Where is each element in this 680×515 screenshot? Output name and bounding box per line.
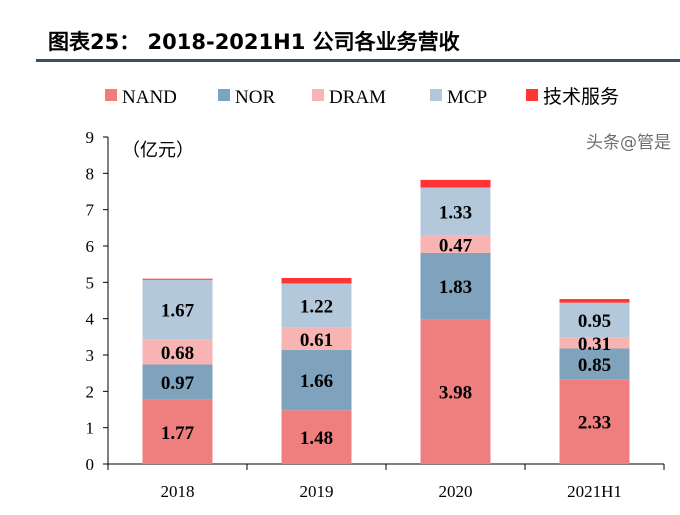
watermark: 头条@管是 (586, 133, 671, 153)
legend-swatch-0 (105, 89, 117, 101)
bar-技术服务-2021H1 (559, 299, 630, 303)
legend-label-2: DRAM (329, 87, 386, 108)
data-label: 0.31 (578, 334, 611, 355)
data-label: 0.47 (439, 235, 473, 256)
legend-label-1: NOR (235, 87, 275, 108)
data-label: 1.67 (161, 300, 195, 321)
bar-MCP-2020 (420, 187, 491, 236)
y-tick-label: 9 (86, 128, 95, 147)
bar-NOR-2018 (142, 364, 213, 400)
legend-swatch-4 (526, 89, 538, 101)
x-tick-label: 2020 (439, 482, 473, 501)
y-tick-label: 5 (86, 273, 95, 292)
bar-DRAM-2020 (420, 235, 491, 253)
unit-label: （亿元） (122, 140, 194, 161)
legend-swatch-2 (312, 89, 324, 101)
bar-MCP-2019 (281, 283, 352, 328)
legend-swatch-3 (430, 89, 442, 101)
bar-DRAM-2021H1 (559, 337, 630, 349)
bar-技术服务-2018 (142, 278, 213, 280)
data-label: 0.95 (578, 311, 611, 332)
y-tick-label: 3 (86, 346, 95, 365)
y-tick-label: 8 (86, 164, 95, 183)
data-label: 1.83 (439, 277, 472, 298)
bar-NOR-2020 (420, 252, 491, 320)
x-tick-label: 2019 (300, 482, 334, 501)
bar-NAND-2019 (281, 410, 352, 464)
bar-NOR-2021H1 (559, 348, 630, 380)
bar-技术服务-2020 (420, 179, 491, 188)
y-tick-label: 6 (86, 237, 95, 256)
x-tick-label: 2021H1 (567, 482, 622, 501)
bar-DRAM-2019 (281, 327, 352, 350)
y-tick-label: 1 (86, 419, 95, 438)
x-tick-label: 2018 (161, 482, 195, 501)
data-label: 1.66 (300, 371, 333, 392)
bar-NOR-2019 (281, 349, 352, 411)
data-label: 1.77 (161, 423, 195, 444)
bar-NAND-2020 (420, 319, 491, 464)
data-label: 3.98 (439, 383, 472, 404)
y-tick-label: 7 (86, 201, 95, 220)
legend-label-4: 技术服务 (543, 86, 619, 108)
legend-label-3: MCP (447, 87, 487, 108)
bar-NAND-2021H1 (559, 379, 630, 464)
legend-swatch-1 (218, 89, 230, 101)
data-label: 1.48 (300, 428, 333, 449)
data-label: 1.33 (439, 203, 472, 224)
bar-技术服务-2019 (281, 277, 352, 284)
data-label: 1.22 (300, 297, 333, 318)
data-label: 0.85 (578, 355, 611, 376)
title-divider (36, 59, 680, 62)
data-label: 0.68 (161, 343, 194, 364)
y-tick-label: 4 (86, 310, 95, 329)
bar-DRAM-2018 (142, 339, 213, 365)
bar-MCP-2021H1 (559, 302, 630, 338)
chart-title: 图表25： 2018-2021H1 公司各业务营收 (48, 30, 460, 54)
bar-MCP-2018 (142, 279, 213, 340)
y-tick-label: 0 (86, 455, 95, 474)
data-label: 0.61 (300, 330, 333, 351)
bar-NAND-2018 (142, 399, 213, 464)
data-label: 0.97 (161, 373, 195, 394)
y-tick-label: 2 (86, 382, 95, 401)
legend-label-0: NAND (122, 87, 177, 108)
data-label: 2.33 (578, 413, 611, 434)
